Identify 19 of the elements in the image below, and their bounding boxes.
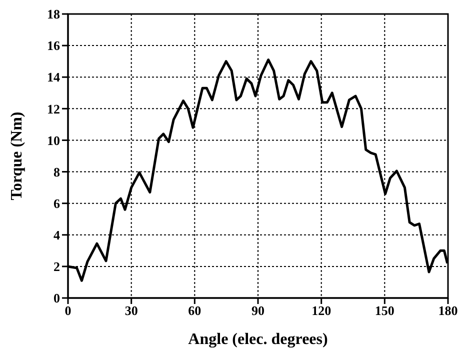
x-tick-label: 0 xyxy=(64,303,72,318)
x-tick-label: 60 xyxy=(188,303,202,318)
y-tick-label: 6 xyxy=(54,196,60,211)
x-tick-label: 30 xyxy=(124,303,138,318)
y-axis-title: Torque (Nm) xyxy=(8,112,26,200)
y-tick-label: 12 xyxy=(47,101,60,116)
y-tick-label: 0 xyxy=(54,290,60,306)
x-tick-label: 180 xyxy=(438,303,458,318)
y-tick-label: 8 xyxy=(54,164,60,180)
y-tick-label: 10 xyxy=(47,132,60,148)
x-tick-label: 120 xyxy=(312,303,332,318)
y-tick-label: 16 xyxy=(47,38,60,54)
x-tick-label: 90 xyxy=(252,303,264,318)
y-tick-label: 2 xyxy=(54,259,60,274)
y-tick-label: 18 xyxy=(47,6,60,22)
x-tick-label: 150 xyxy=(374,303,394,318)
y-tick-label: 4 xyxy=(54,228,60,243)
x-axis-title: Angle (elec. degrees) xyxy=(188,331,328,348)
y-tick-label: 14 xyxy=(47,70,60,85)
